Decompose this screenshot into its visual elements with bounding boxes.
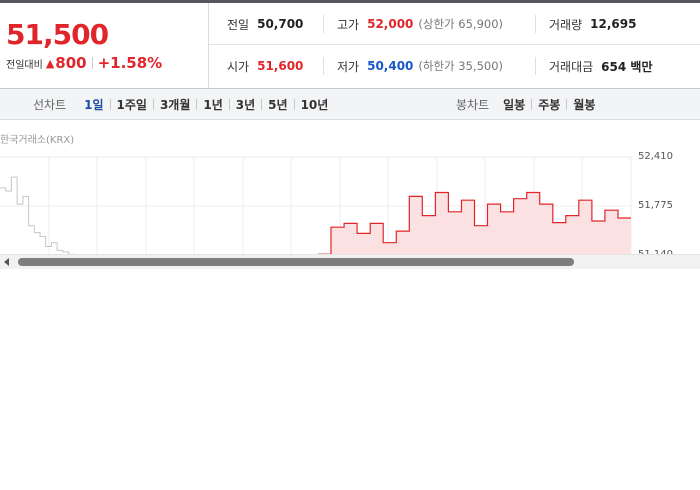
previous-price-line	[0, 176, 80, 255]
tab-period-3[interactable]: 1년	[203, 97, 223, 112]
stat-value: 52,000	[367, 17, 414, 31]
stat-label: 전일	[227, 17, 250, 32]
price-change-row: 전일대비 ▲ 800 +1.58%	[6, 54, 162, 72]
top-border	[0, 0, 700, 3]
upper-limit: (상한가 65,900)	[418, 17, 504, 31]
tab-period-2[interactable]: 3개월	[159, 97, 191, 112]
stats-row-1: 전일 50,700 고가 52,000 (상한가 65,900) 거래량 12,…	[209, 3, 700, 45]
stat-value: 50,700	[257, 17, 304, 31]
divider	[535, 15, 536, 33]
stat-value: 50,400	[367, 59, 414, 73]
tab-candle-1[interactable]: 주봉	[538, 97, 561, 112]
price-chart-plot	[0, 156, 632, 255]
stat-open: 시가 51,600	[227, 45, 303, 87]
scroll-left-arrow-icon[interactable]	[4, 258, 9, 266]
line-chart-tabs: 선차트 1일 1주일 3개월 1년 3년 5년 10년	[33, 89, 334, 119]
stat-label: 저가	[337, 59, 360, 74]
stat-label: 거래대금	[549, 59, 594, 74]
y-tick-label: 51,140	[638, 249, 673, 255]
tab-period-5[interactable]: 5년	[268, 97, 288, 112]
tab-divider	[152, 98, 154, 110]
stat-value: 51,600	[257, 59, 304, 73]
tab-divider	[109, 98, 111, 110]
tab-period-0[interactable]: 1일	[84, 97, 104, 112]
stat-low: 저가 50,400 (하한가 35,500)	[337, 45, 503, 87]
scroll-thumb[interactable]	[18, 258, 574, 266]
stat-label: 거래량	[549, 17, 583, 32]
stat-label: 고가	[337, 17, 360, 32]
stats-row-2: 시가 51,600 저가 50,400 (하한가 35,500) 거래대금 65…	[209, 45, 700, 87]
divider	[323, 57, 324, 75]
stat-high: 고가 52,000 (상한가 65,900)	[337, 3, 503, 45]
up-triangle-icon: ▲	[45, 56, 55, 70]
stat-volume: 거래량 12,695	[549, 3, 636, 45]
change-amount: 800	[55, 54, 87, 72]
candle-chart-label: 봉차트	[456, 97, 490, 112]
y-tick-label: 51,775	[638, 200, 673, 211]
y-tick-label: 52,410	[638, 151, 673, 162]
tab-period-4[interactable]: 3년	[235, 97, 256, 112]
stat-label: 시가	[227, 59, 250, 74]
chart-horizontal-scrollbar[interactable]	[0, 254, 700, 269]
divider	[323, 15, 324, 33]
line-chart-label: 선차트	[33, 97, 67, 112]
stat-value: 12,695	[590, 17, 637, 31]
current-price: 51,500	[6, 18, 109, 51]
tab-divider	[196, 98, 198, 110]
price-chart: 한국거래소(KRX) 52,410 51,775 51,140	[0, 120, 700, 255]
divider	[91, 57, 93, 69]
candle-chart-tabs: 봉차트 일봉 주봉 월봉	[456, 89, 601, 119]
tab-divider	[531, 98, 533, 110]
tab-period-1[interactable]: 1주일	[116, 97, 147, 112]
tab-period-6[interactable]: 10년	[300, 97, 329, 112]
tab-divider	[228, 98, 230, 110]
stat-trade-value: 거래대금 654 백만	[549, 45, 652, 87]
change-label: 전일대비	[6, 59, 43, 71]
divider	[535, 57, 536, 75]
price-line	[318, 191, 631, 255]
chart-tab-bar: 선차트 1일 1주일 3개월 1년 3년 5년 10년 봉차트 일봉 주봉 월봉	[0, 88, 700, 120]
tab-divider	[261, 98, 263, 110]
tab-candle-0[interactable]: 일봉	[503, 97, 526, 112]
tab-divider	[293, 98, 295, 110]
stat-value: 654 백만	[601, 59, 653, 74]
lower-limit: (하한가 35,500)	[418, 59, 504, 73]
tab-candle-2[interactable]: 월봉	[573, 97, 596, 112]
tab-divider	[566, 98, 568, 110]
change-percent: +1.58%	[97, 54, 163, 72]
stat-prev-close: 전일 50,700	[227, 3, 303, 45]
current-price-panel: 51,500 전일대비 ▲ 800 +1.58%	[0, 3, 209, 88]
stock-stats: 전일 50,700 고가 52,000 (상한가 65,900) 거래량 12,…	[209, 3, 700, 88]
chart-source-label: 한국거래소(KRX)	[0, 135, 75, 146]
